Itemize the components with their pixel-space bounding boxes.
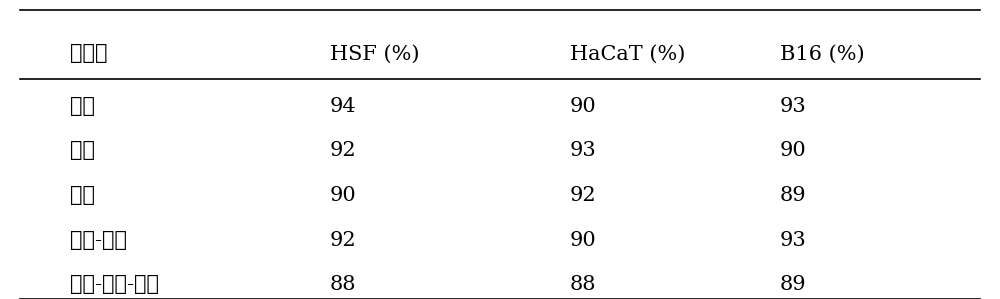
Text: 93: 93 <box>780 231 807 250</box>
Text: 90: 90 <box>570 231 597 250</box>
Text: HaCaT (%): HaCaT (%) <box>570 44 685 63</box>
Text: 90: 90 <box>330 186 357 205</box>
Text: 90: 90 <box>780 141 807 161</box>
Text: 川芎: 川芎 <box>70 97 95 116</box>
Text: 92: 92 <box>330 141 357 161</box>
Text: 88: 88 <box>330 275 356 294</box>
Text: 92: 92 <box>570 186 597 205</box>
Text: 93: 93 <box>780 97 807 116</box>
Text: 藤茶: 藤茶 <box>70 186 95 205</box>
Text: 92: 92 <box>330 231 357 250</box>
Text: 89: 89 <box>780 275 807 294</box>
Text: 川芎-芍药-藤茶: 川芎-芍药-藤茶 <box>70 275 159 294</box>
Text: 89: 89 <box>780 186 807 205</box>
Text: 川芎-芍药: 川芎-芍药 <box>70 231 127 250</box>
Text: 90: 90 <box>570 97 597 116</box>
Text: 93: 93 <box>570 141 597 161</box>
Text: 提取物: 提取物 <box>70 44 108 63</box>
Text: B16 (%): B16 (%) <box>780 44 865 63</box>
Text: 88: 88 <box>570 275 596 294</box>
Text: 芍药: 芍药 <box>70 141 95 161</box>
Text: 94: 94 <box>330 97 357 116</box>
Text: HSF (%): HSF (%) <box>330 44 420 63</box>
